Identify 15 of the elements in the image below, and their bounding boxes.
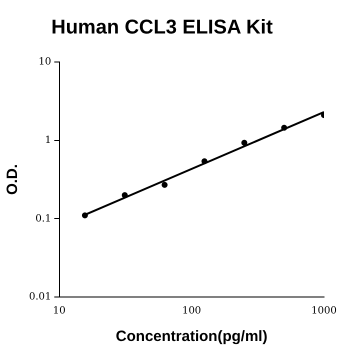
point [162,182,168,188]
y-tick-label: 10 [38,56,52,68]
y-tick-label: 1 [44,134,52,146]
point [241,140,248,146]
y-tick-label: 0.01 [29,292,52,303]
point [82,212,88,218]
chart-title: Human CCL3 ELISA Kit [51,16,274,39]
y-axis-title: O.D. [4,164,22,195]
point [281,124,288,131]
y-tick-label: 0.1 [35,213,52,224]
point [201,158,208,164]
x-tick-label: 1000 [311,306,337,317]
x-tick-label: 100 [182,306,202,317]
x-tick-label: 10 [52,306,66,317]
x-axis-title: Concentration(pg/ml) [116,328,268,346]
